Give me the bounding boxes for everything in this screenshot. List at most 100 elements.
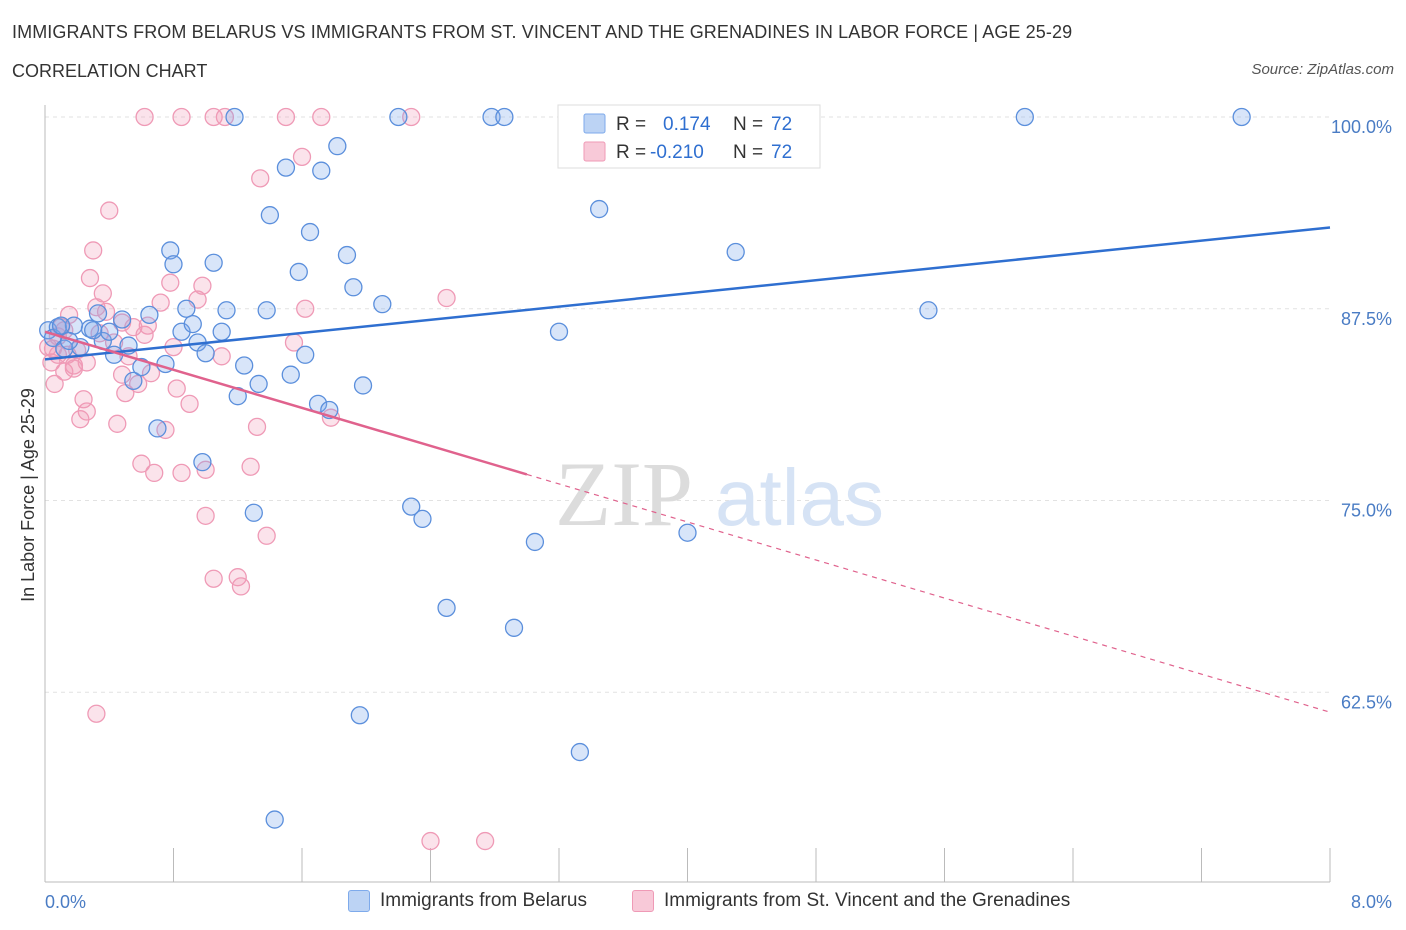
pink-point-34 <box>161 273 180 292</box>
source-credit: Source: ZipAtlas.com <box>1251 61 1394 78</box>
pink-point-59 <box>421 831 440 851</box>
blue-point-9 <box>100 322 119 341</box>
pink-point-52 <box>276 107 296 127</box>
pink-point-36 <box>167 379 186 398</box>
y-axis-label: In Labor Force | Age 25-29 <box>18 388 38 602</box>
bottom-legend-blue-swatch <box>348 890 370 912</box>
pink-point-61 <box>475 831 495 851</box>
pink-point-38 <box>180 394 199 414</box>
blue-point-27 <box>212 322 231 341</box>
x-tick-label-0: 0.0% <box>45 892 86 912</box>
x-tick-labels: 0.0% 8.0% <box>45 892 1392 912</box>
y-tick-label-3: 100.0% <box>1331 117 1392 137</box>
blue-point-51 <box>413 509 432 529</box>
pink-point-32 <box>151 293 170 312</box>
pink-point-54 <box>292 147 312 167</box>
pink-point-14 <box>84 241 103 260</box>
pink-point-49 <box>247 417 267 437</box>
blue-point-30 <box>235 356 254 375</box>
blue-point-63 <box>726 242 745 262</box>
pink-point-51 <box>257 526 276 545</box>
pink-point-19 <box>100 201 119 220</box>
blue-point-44 <box>337 245 357 265</box>
bottom-legend-pink: Immigrants from St. Vincent and the Gren… <box>632 890 1070 912</box>
blue-point-46 <box>350 706 369 725</box>
pink-point-30 <box>141 364 161 383</box>
blue-point-35 <box>276 158 296 177</box>
blue-point-57 <box>549 322 569 341</box>
legend-pink-r-label: R = <box>616 142 646 163</box>
legend-blue-n-label: N = <box>733 114 763 135</box>
watermark-atlas: atlas <box>715 453 884 542</box>
pink-point-43 <box>204 569 223 588</box>
pink-point-55 <box>296 299 315 318</box>
watermark-zip: ZIP <box>555 443 693 545</box>
blue-point-62 <box>678 523 697 542</box>
blue-point-68 <box>84 321 103 340</box>
blue-point-53 <box>482 107 501 127</box>
legend-pink-n-value: 72 <box>771 142 792 163</box>
bottom-legend: Immigrants from Belarus Immigrants from … <box>0 890 1406 918</box>
blue-point-18 <box>161 241 180 260</box>
watermark: ZIP atlas <box>555 443 884 545</box>
blue-point-45 <box>344 278 363 297</box>
blue-point-36 <box>281 365 300 384</box>
blue-point-65 <box>1015 107 1034 127</box>
blue-point-24 <box>193 452 212 472</box>
pink-point-60 <box>437 288 456 308</box>
blue-point-50 <box>402 497 421 516</box>
x-tick-label-1: 8.0% <box>1351 892 1392 912</box>
blue-point-37 <box>289 262 308 282</box>
y-tick-label-0: 62.5% <box>1341 692 1392 712</box>
blue-point-66 <box>1232 107 1251 127</box>
blue-point-15 <box>140 305 159 325</box>
pink-point-44 <box>212 347 231 366</box>
pink-point-37 <box>172 463 191 483</box>
blue-point-52 <box>437 598 456 618</box>
bottom-legend-pink-label: Immigrants from St. Vincent and the Gren… <box>664 890 1071 911</box>
legend-blue-swatch <box>583 113 606 134</box>
stats-legend: R = 0.174 N = 72 R = -0.210 N = 72 <box>557 104 821 169</box>
blue-point-26 <box>204 253 223 272</box>
blue-point-32 <box>249 374 268 394</box>
chart-title: IMMIGRANTS FROM BELARUS VS IMMIGRANTS FR… <box>12 22 1073 42</box>
pink-point-31 <box>145 463 164 483</box>
pink-point-65 <box>172 107 191 127</box>
axes <box>44 105 1331 883</box>
y-tick-label-2: 87.5% <box>1341 309 1392 329</box>
bottom-legend-blue: Immigrants from Belarus <box>348 890 587 912</box>
blue-point-49 <box>389 107 408 127</box>
pink-point-58 <box>402 107 421 127</box>
chart-subtitle: CORRELATION CHART <box>12 61 208 81</box>
blue-point-41 <box>312 161 331 180</box>
blue-point-33 <box>257 301 276 320</box>
blue-point-11 <box>112 310 132 329</box>
trend-lines <box>44 226 1331 713</box>
pink-trend-line-dashed <box>526 473 1331 713</box>
pink-point-27 <box>132 454 151 473</box>
blue-point-13 <box>124 371 143 390</box>
pink-point-17 <box>93 284 112 303</box>
pink-point-13 <box>80 268 100 288</box>
series-blue-points <box>39 107 1251 829</box>
pink-point-47 <box>231 577 251 596</box>
legend-pink-r-value: -0.210 <box>650 142 704 163</box>
y-tick-labels: 62.5% 75.0% 87.5% 100.0% <box>1331 117 1392 712</box>
pink-point-63 <box>204 107 223 127</box>
pink-trend-line-solid <box>44 330 528 476</box>
legend-pink-n-label: N = <box>733 142 763 163</box>
blue-point-28 <box>217 301 236 320</box>
blue-point-21 <box>177 299 196 318</box>
blue-point-31 <box>244 503 263 522</box>
blue-point-69 <box>51 316 71 335</box>
pink-point-40 <box>193 276 212 295</box>
blue-trend-line <box>44 226 1331 361</box>
blue-point-58 <box>570 742 590 762</box>
blue-point-71 <box>225 107 244 127</box>
bottom-legend-pink-swatch <box>632 890 654 912</box>
blue-point-55 <box>504 618 524 637</box>
blue-point-43 <box>328 136 347 156</box>
blue-point-59 <box>590 199 609 219</box>
pink-point-50 <box>251 169 270 188</box>
